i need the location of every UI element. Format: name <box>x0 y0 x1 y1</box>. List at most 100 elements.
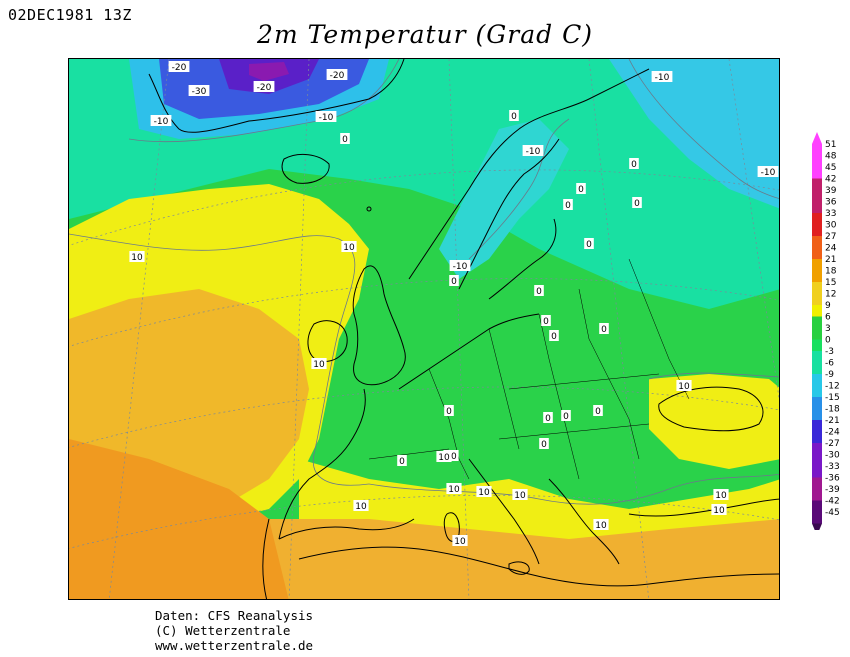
temperature-map[interactable]: -20 -30 -20 -20 -10 -10 0 -10 0 -10 -10 0 0 0 0 10 10 -10… <box>68 58 780 600</box>
contour-label: 10 <box>341 241 357 253</box>
legend-tick-label: -15 <box>825 393 840 403</box>
svg-text:0: 0 <box>545 414 551 424</box>
legend-swatch <box>812 305 822 317</box>
legend-tick-label: -12 <box>825 382 840 392</box>
legend-swatch <box>812 155 822 167</box>
svg-text:10: 10 <box>713 506 725 516</box>
svg-text:-20: -20 <box>257 83 272 93</box>
hot-region-north-africa <box>269 519 779 599</box>
warm-region-black-sea <box>649 374 779 469</box>
timestamp: 02DEC1981 13Z <box>8 6 132 24</box>
contour-label: 10 <box>713 489 729 501</box>
svg-text:-10: -10 <box>319 113 334 123</box>
contour-label: 0 <box>444 405 454 417</box>
legend-swatch <box>812 362 822 374</box>
legend-swatch <box>812 259 822 271</box>
legend-swatch <box>812 351 822 363</box>
svg-text:10: 10 <box>514 491 526 501</box>
svg-text:-20: -20 <box>330 71 345 81</box>
legend-swatch <box>812 489 822 501</box>
contour-label: 0 <box>576 183 586 195</box>
svg-text:-10: -10 <box>655 73 670 83</box>
contour-label: -10 <box>315 111 337 123</box>
legend-tick-label: 21 <box>825 255 836 265</box>
credits-source: Daten: CFS Reanalysis <box>155 608 314 623</box>
svg-text:0: 0 <box>551 332 557 342</box>
legend-swatch <box>812 247 822 259</box>
legend-swatch <box>812 431 822 443</box>
contour-label: 0 <box>563 199 573 211</box>
legend-tick-label: -27 <box>825 439 840 449</box>
legend-tick-label: 12 <box>825 290 836 300</box>
credits-copyright: (C) Wetterzentrale <box>155 623 291 638</box>
legend-swatch <box>812 293 822 305</box>
contour-label: 0 <box>584 238 594 250</box>
legend-tick-label: -3 <box>825 347 834 357</box>
legend-tick-label: -9 <box>825 370 834 380</box>
contour-label: 0 <box>561 410 571 422</box>
contour-label: -20 <box>168 61 190 73</box>
svg-text:10: 10 <box>454 537 466 547</box>
color-legend: 51 48 45 42 39 36 33 30 27 24 21 18 15 12 9 6 3 0 -3 -6 -9 -1… <box>806 130 850 530</box>
contour-label: 0 <box>541 315 551 327</box>
contour-label: -30 <box>188 85 210 97</box>
legend-swatch <box>812 270 822 282</box>
chart-title: 2m Temperatur (Grad C) <box>257 20 593 49</box>
svg-text:10: 10 <box>678 382 690 392</box>
contour-label: 10 <box>711 504 727 516</box>
legend-swatch <box>812 477 822 489</box>
legend-arrow-bottom <box>812 523 822 530</box>
legend-tick-label: 24 <box>825 244 837 254</box>
legend-tick-label: 45 <box>825 163 836 173</box>
contour-label: -10 <box>651 71 673 83</box>
legend-tick-label: 33 <box>825 209 836 219</box>
contour-label: 10 <box>676 380 692 392</box>
contour-label: 10 <box>311 358 327 370</box>
contour-label: -20 <box>253 81 275 93</box>
legend-swatch <box>812 443 822 455</box>
cool-region-northeast <box>609 59 779 209</box>
legend-swatch <box>812 282 822 294</box>
legend-tick-label: -30 <box>825 451 840 461</box>
hot-region-west <box>69 439 289 599</box>
svg-text:0: 0 <box>543 317 549 327</box>
extreme-cold-spot <box>249 62 289 81</box>
credits-url[interactable]: www.wetterzentrale.de <box>155 638 314 653</box>
legend-tick-label: 51 <box>825 140 836 150</box>
contour-label: 0 <box>629 158 639 170</box>
legend-swatch <box>812 397 822 409</box>
legend-tick-label: 36 <box>825 198 837 208</box>
contour-label: 0 <box>449 275 459 287</box>
svg-text:10: 10 <box>313 360 325 370</box>
legend-swatch <box>812 328 822 340</box>
legend-tick-label: -24 <box>825 428 840 438</box>
legend-tick-label: -36 <box>825 474 840 484</box>
contour-label: 0 <box>509 110 519 122</box>
contour-label: 10 <box>353 500 369 512</box>
legend-swatch <box>812 201 822 213</box>
legend-swatch <box>812 167 822 179</box>
legend-tick-label: 48 <box>825 152 837 162</box>
legend-swatch <box>812 466 822 478</box>
contour-label: 0 <box>599 323 609 335</box>
svg-text:10: 10 <box>595 521 607 531</box>
legend-swatch <box>812 178 822 190</box>
contour-label: 10 <box>452 535 468 547</box>
svg-text:0: 0 <box>451 277 457 287</box>
contour-label: 10 <box>593 519 609 531</box>
legend-swatch <box>812 454 822 466</box>
svg-text:10: 10 <box>131 253 143 263</box>
svg-text:-10: -10 <box>526 147 541 157</box>
svg-text:10: 10 <box>478 488 490 498</box>
svg-text:0: 0 <box>541 440 547 450</box>
contour-label: -10 <box>449 260 471 272</box>
contour-label: 0 <box>593 405 603 417</box>
legend-swatch <box>812 190 822 202</box>
legend-tick-label: -6 <box>825 359 834 369</box>
svg-text:0: 0 <box>511 112 517 122</box>
svg-text:0: 0 <box>634 199 640 209</box>
svg-text:10: 10 <box>355 502 367 512</box>
legend-swatch <box>812 224 822 236</box>
